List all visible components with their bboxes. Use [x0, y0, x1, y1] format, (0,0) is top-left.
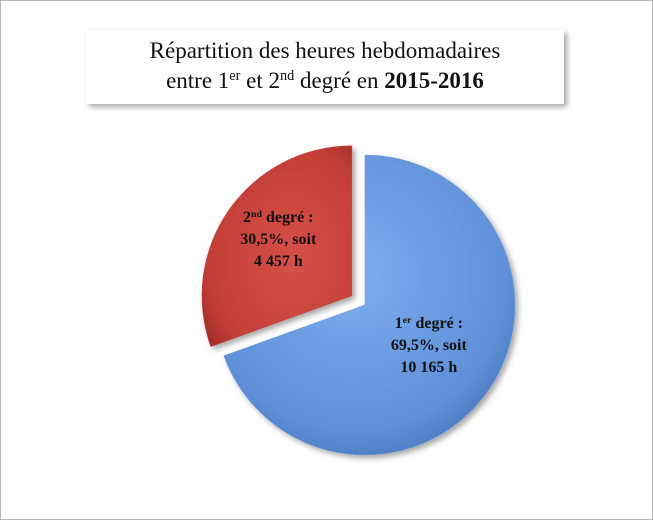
data-label: 69,5%, soit	[391, 337, 468, 354]
data-label: 4 457 h	[254, 253, 303, 270]
data-label: 30,5%, soit	[240, 231, 317, 248]
data-label: 1er degré :	[395, 314, 463, 332]
chart-title-line: entre 1er et 2nd degré en 2015-2016	[166, 68, 484, 93]
chart-title-line: Répartition des heures hebdomadaires	[150, 38, 501, 63]
data-label: 2nd degré :	[243, 209, 314, 227]
pie-slice	[201, 145, 353, 347]
pie-slice	[223, 154, 516, 456]
title: Répartition des heures hebdomadaires entr…	[150, 38, 501, 93]
data-label: 10 165 h	[400, 359, 457, 376]
title-box	[86, 30, 564, 104]
